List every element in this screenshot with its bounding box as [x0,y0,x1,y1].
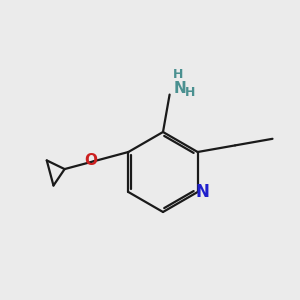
Text: N: N [173,81,186,96]
Text: O: O [84,153,97,168]
Text: N: N [196,183,210,201]
Text: H: H [172,68,183,81]
Text: H: H [184,86,195,99]
